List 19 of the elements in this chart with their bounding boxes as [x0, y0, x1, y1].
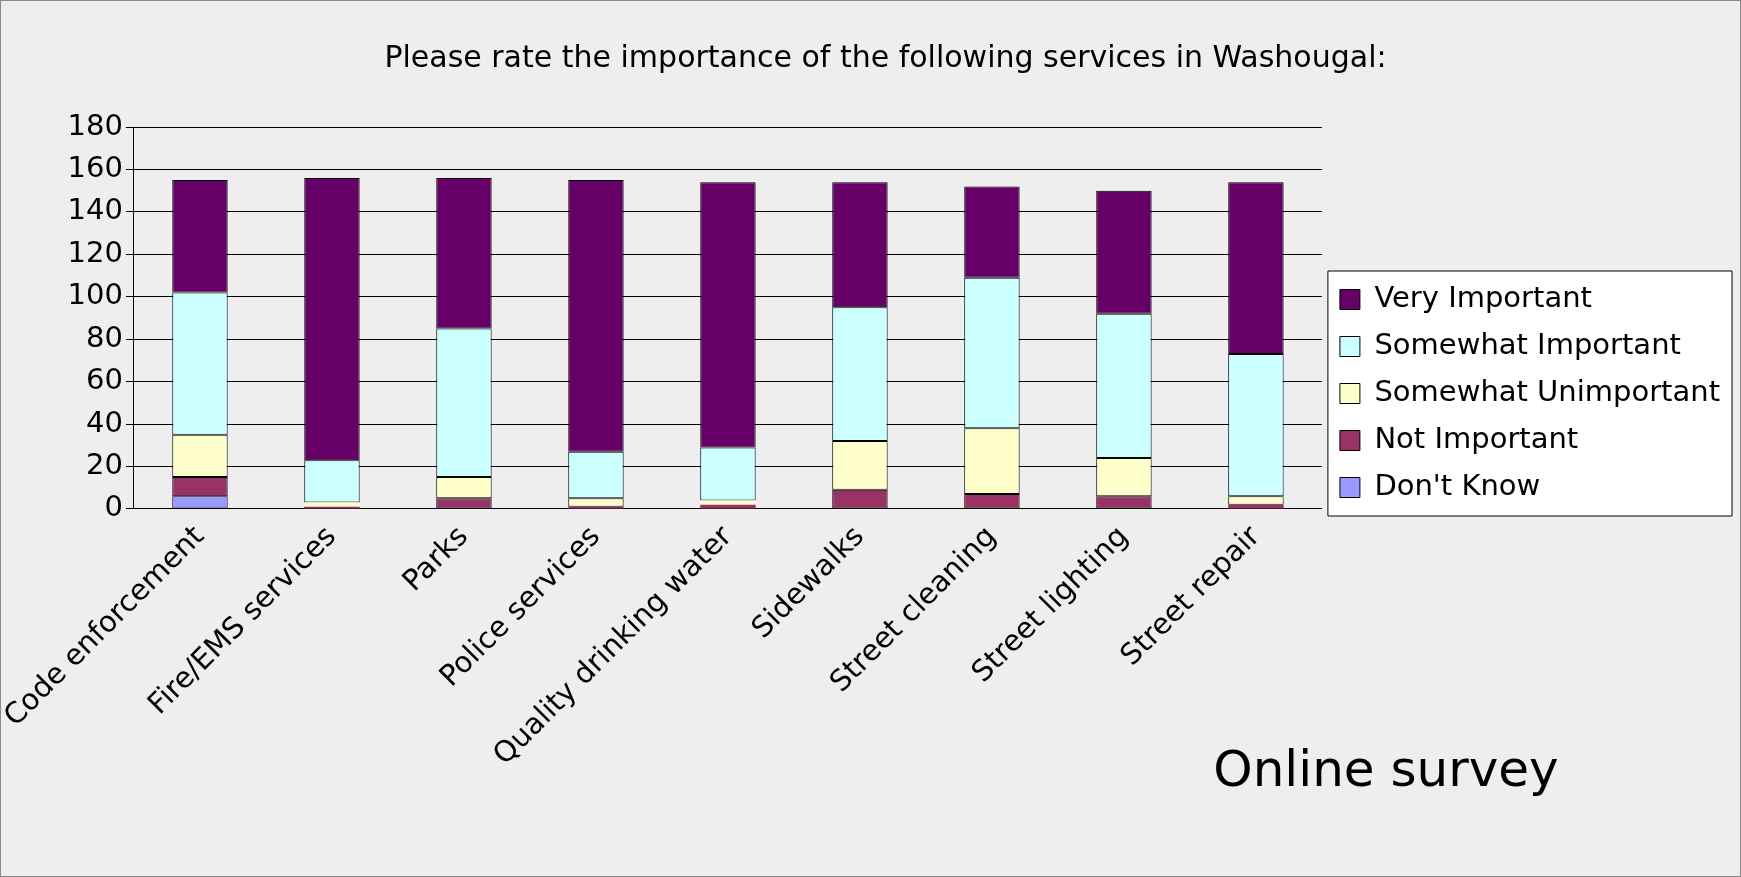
legend-label: Somewhat Important	[1374, 327, 1681, 362]
legend-label: Not Important	[1374, 421, 1579, 456]
y-tick-label: 160	[67, 149, 123, 184]
bar	[700, 500, 756, 505]
y-tick-label: 180	[67, 107, 123, 142]
y-tick-label: 80	[86, 319, 123, 354]
text: Online survey	[1213, 740, 1559, 798]
chart-title: Please rate the importance of the following services in Washougal:	[384, 38, 1387, 74]
y-tick-label: 60	[86, 362, 123, 397]
y-tick-label: 20	[86, 447, 123, 482]
y-tick-label: 40	[86, 404, 123, 439]
y-tick-label: 100	[67, 277, 123, 312]
bar	[304, 502, 360, 507]
y-tick-label: 120	[67, 234, 123, 269]
y-tick-label: 0	[104, 489, 123, 524]
legend-label: Very Important	[1374, 280, 1592, 315]
legend-label: Don't Know	[1374, 468, 1541, 503]
y-tick-label: 140	[67, 192, 123, 227]
legend-label: Somewhat Unimportant	[1374, 374, 1721, 409]
